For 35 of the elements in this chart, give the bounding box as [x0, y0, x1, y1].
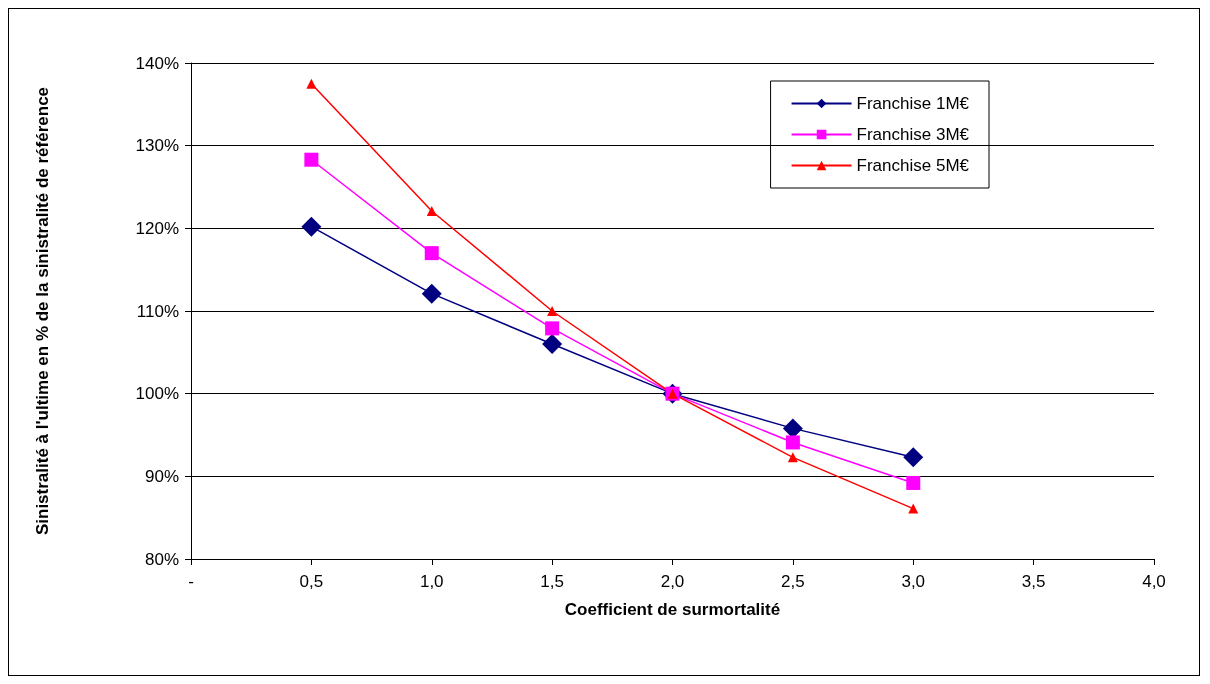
point — [903, 447, 924, 468]
point — [545, 321, 560, 336]
x-tick-label: 3,5 — [1021, 572, 1046, 591]
point — [304, 152, 319, 167]
point — [785, 435, 800, 450]
point — [301, 216, 322, 237]
x-tick-label: 0,5 — [299, 572, 324, 591]
x-tick-label: 1,5 — [540, 572, 564, 591]
point — [542, 334, 563, 355]
point — [908, 503, 919, 514]
point — [547, 306, 558, 316]
y-tick-label: 80% — [144, 549, 179, 569]
y-tick-label: 90% — [144, 466, 179, 486]
y-tick-label: 100% — [135, 384, 179, 404]
point — [424, 246, 439, 261]
x-tick-label: 2,5 — [781, 572, 805, 591]
x-tick-label: 2,0 — [660, 572, 685, 591]
point — [906, 475, 921, 490]
point — [306, 78, 317, 89]
y-tick-label: 120% — [135, 218, 179, 238]
x-tick-label: 4,0 — [1142, 572, 1166, 591]
x-tick-label: - — [188, 572, 194, 591]
legend-label: Franchise 1M€ — [856, 94, 970, 113]
x-axis-title: Coefficient de surmortalité — [564, 600, 781, 619]
x-tick-label: 1,0 — [419, 572, 444, 591]
y-tick-label: 110% — [136, 301, 179, 321]
y-tick-label: 130% — [135, 136, 179, 156]
point — [787, 452, 798, 463]
legend-label: Franchise 3M€ — [856, 125, 970, 144]
y-axis-title: Sinistralité à l'ultime en % de la sinistralité de référence — [33, 86, 52, 536]
x-tick-label: 3,0 — [901, 572, 926, 591]
point — [421, 283, 442, 304]
legend-label: Franchise 5M€ — [856, 156, 970, 175]
y-tick-label: 140% — [135, 53, 179, 73]
point — [426, 205, 437, 216]
